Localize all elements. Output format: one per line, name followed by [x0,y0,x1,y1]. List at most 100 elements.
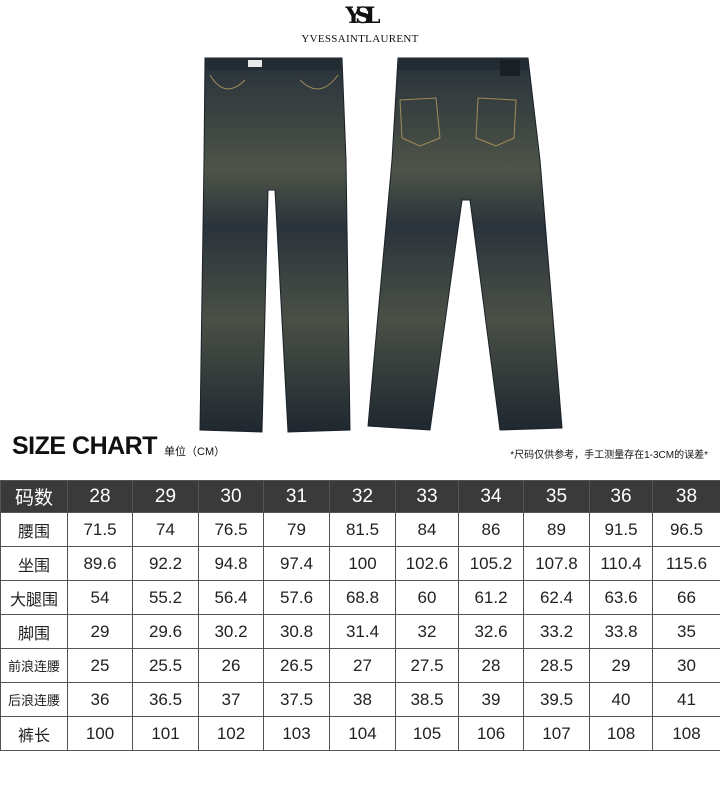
header-label-cell: 码数 [0,480,68,513]
value-cell: 108 [652,716,720,751]
brand-logo: YSL YVESSAINTLAURENT [300,2,420,45]
value-cell: 39 [458,682,524,717]
measurement-note: *尺码仅供参考，手工测量存在1-3CM的误差* [510,450,708,461]
size-header-cell: 36 [589,480,653,513]
value-cell: 55.2 [132,580,199,615]
value-cell: 66 [652,580,720,615]
value-cell: 26.5 [263,648,330,683]
value-cell: 76.5 [198,512,264,547]
value-cell: 100 [329,546,396,581]
size-header-cell: 38 [652,480,720,513]
value-cell: 56.4 [198,580,264,615]
value-cell: 61.2 [458,580,524,615]
value-cell: 74 [132,512,199,547]
value-cell: 102 [198,716,264,751]
value-cell: 32 [395,614,459,649]
value-cell: 25 [67,648,133,683]
table-row: 腰围 71.5 74 76.5 79 81.5 84 86 89 91.5 96.5 [0,512,720,547]
value-cell: 32.6 [458,614,524,649]
value-cell: 63.6 [589,580,653,615]
value-cell: 62.4 [523,580,590,615]
value-cell: 29 [67,614,133,649]
value-cell: 26 [198,648,264,683]
value-cell: 30.8 [263,614,330,649]
value-cell: 29 [589,648,653,683]
value-cell: 29.6 [132,614,199,649]
size-chart-title: SIZE CHART [12,432,158,460]
value-cell: 60 [395,580,459,615]
value-cell: 107.8 [523,546,590,581]
value-cell: 89.6 [67,546,133,581]
size-header-cell: 30 [198,480,264,513]
size-header-cell: 29 [132,480,199,513]
row-label-cell: 坐围 [0,546,68,581]
size-header-cell: 32 [329,480,396,513]
back-patch [500,60,520,76]
value-cell: 104 [329,716,396,751]
value-cell: 86 [458,512,524,547]
value-cell: 101 [132,716,199,751]
value-cell: 33.8 [589,614,653,649]
value-cell: 39.5 [523,682,590,717]
product-photos [199,57,563,433]
value-cell: 33.2 [523,614,590,649]
value-cell: 91.5 [589,512,653,547]
value-cell: 102.6 [395,546,459,581]
value-cell: 38.5 [395,682,459,717]
value-cell: 28 [458,648,524,683]
value-cell: 71.5 [67,512,133,547]
value-cell: 92.2 [132,546,199,581]
value-cell: 36.5 [132,682,199,717]
value-cell: 84 [395,512,459,547]
row-label-cell: 裤长 [0,716,68,751]
value-cell: 37 [198,682,264,717]
value-cell: 105.2 [458,546,524,581]
value-cell: 103 [263,716,330,751]
value-cell: 94.8 [198,546,264,581]
value-cell: 81.5 [329,512,396,547]
value-cell: 27.5 [395,648,459,683]
value-cell: 57.6 [263,580,330,615]
value-cell: 108 [589,716,653,751]
size-header-cell: 31 [263,480,330,513]
value-cell: 107 [523,716,590,751]
value-cell: 27 [329,648,396,683]
jeans-front-image [199,57,351,433]
size-header-cell: 34 [458,480,524,513]
size-tag [248,60,262,67]
size-header-cell: 33 [395,480,459,513]
size-header-cell: 28 [67,480,133,513]
jeans-back-image [367,57,563,431]
row-label-cell: 后浪连腰 [0,682,68,717]
value-cell: 96.5 [652,512,720,547]
table-row: 坐围 89.6 92.2 94.8 97.4 100 102.6 105.2 107.8 110.… [0,546,720,581]
value-cell: 38 [329,682,396,717]
value-cell: 89 [523,512,590,547]
value-cell: 54 [67,580,133,615]
table-row: 裤长 100 101 102 103 104 105 106 107 108 108 [0,716,720,751]
size-header-cell: 35 [523,480,590,513]
table-row: 前浪连腰 25 25.5 26 26.5 27 27.5 28 28.5 29 30 [0,648,720,683]
brand-monogram: YSL [345,3,380,29]
value-cell: 106 [458,716,524,751]
value-cell: 110.4 [589,546,653,581]
table-row: 大腿围 54 55.2 56.4 57.6 68.8 60 61.2 62.4 63.6 66 [0,580,720,615]
table-row: 脚围 29 29.6 30.2 30.8 31.4 32 32.6 33.2 33.8 35 [0,614,720,649]
value-cell: 97.4 [263,546,330,581]
value-cell: 68.8 [329,580,396,615]
row-label-cell: 腰围 [0,512,68,547]
value-cell: 79 [263,512,330,547]
value-cell: 28.5 [523,648,590,683]
table-header-row: 码数 28 29 30 31 32 33 34 35 36 38 [0,480,720,513]
value-cell: 37.5 [263,682,330,717]
value-cell: 25.5 [132,648,199,683]
value-cell: 105 [395,716,459,751]
value-cell: 36 [67,682,133,717]
unit-label: 单位（CM） [164,446,226,458]
brand-wordmark: YVESSAINTLAURENT [301,33,419,45]
value-cell: 115.6 [652,546,720,581]
row-label-cell: 前浪连腰 [0,648,68,683]
value-cell: 100 [67,716,133,751]
size-table: 码数 28 29 30 31 32 33 34 35 36 38 腰围 71.5 74 76.5 79 81.5… [0,480,720,751]
row-label-cell: 大腿围 [0,580,68,615]
